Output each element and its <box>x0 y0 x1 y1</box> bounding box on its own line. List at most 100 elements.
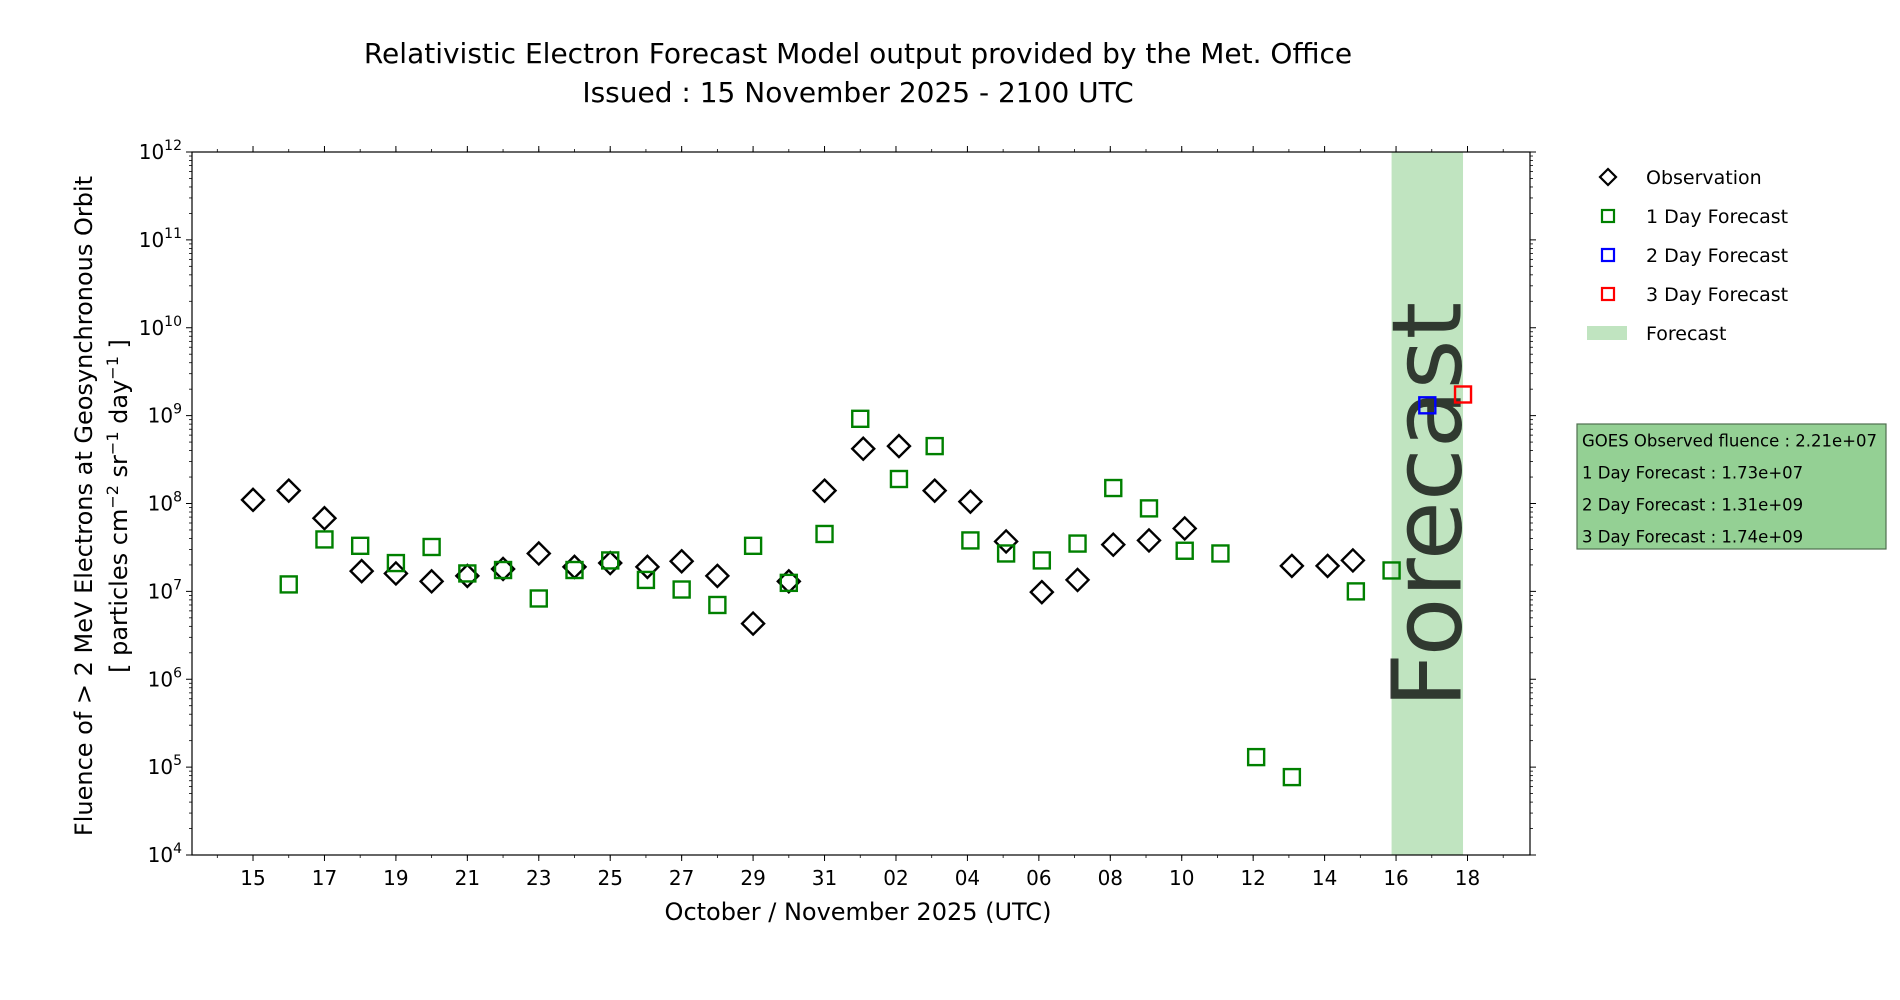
legend-swatch-observation <box>1598 167 1618 187</box>
1-day-forecast-point <box>315 530 334 549</box>
legend-label-2-day-forecast: 2 Day Forecast <box>1646 245 1788 267</box>
legend-swatch-2-day-forecast <box>1600 247 1616 263</box>
x-tick-label: 15 <box>240 866 265 890</box>
legend-label-3-day-forecast: 3 Day Forecast <box>1646 284 1788 306</box>
y-tick-label: 105 <box>148 753 182 779</box>
forecast-band-label: Forecast <box>1371 302 1483 708</box>
1-day-forecast-point <box>1068 534 1087 553</box>
observation-point <box>1340 547 1366 574</box>
observation-point <box>526 540 552 567</box>
y-axis-label-line2: [ particles cm−2 sr−1 day−1 ] <box>103 339 133 673</box>
x-tick-label: 27 <box>669 866 694 890</box>
1-day-forecast-point <box>925 436 944 456</box>
legend-swatch-forecast <box>1587 326 1627 340</box>
x-tick-label: 10 <box>1169 866 1194 890</box>
1-day-forecast-point <box>1175 541 1194 560</box>
y-tick-label: 104 <box>148 841 182 867</box>
y-tick-label: 106 <box>148 665 182 691</box>
1-day-forecast-point <box>779 573 799 593</box>
observation-point <box>993 528 1019 555</box>
x-tick-label: 31 <box>812 866 837 890</box>
y-tick-label: 1011 <box>139 226 182 252</box>
1-day-forecast-point <box>1246 747 1266 767</box>
1-day-forecast-point <box>279 575 298 594</box>
data-points <box>240 385 1473 787</box>
1-day-forecast-point <box>851 409 870 429</box>
observation-point <box>1136 527 1162 554</box>
1-day-forecast-point <box>1346 582 1366 601</box>
1-day-forecast-point <box>601 551 620 570</box>
chart-title: Relativistic Electron Forecast Model out… <box>364 37 1352 109</box>
observation-point <box>276 477 302 504</box>
y-tick-label: 108 <box>148 490 182 516</box>
observation-point <box>668 548 695 574</box>
x-axis: 15 17 19 21 23 25 27 29 31 02 04 06 08 10 12 14 16 18 <box>216 146 1504 890</box>
1-day-forecast-point <box>815 524 834 544</box>
observation-point <box>1279 553 1305 579</box>
y-axis: 104 105 106 107 108 109 1010 1011 1012 <box>139 138 1536 867</box>
y-tick-label: 1010 <box>139 314 182 340</box>
1-day-forecast-point <box>1382 561 1401 580</box>
chart-title-line: Relativistic Electron Forecast Model out… <box>364 37 1352 70</box>
info-box-background <box>1576 423 1887 550</box>
observation-point <box>850 436 876 462</box>
observation-point <box>240 487 266 513</box>
y-axis-label: Fluence of > 2 MeV Electrons at Geosynch… <box>70 176 133 836</box>
x-tick-label: 08 <box>1098 866 1123 890</box>
1-day-forecast-point <box>1104 478 1123 498</box>
1-day-forecast-point <box>636 570 656 590</box>
1-day-forecast-point <box>422 537 441 557</box>
1-day-forecast-point <box>708 595 727 615</box>
y-tick-label: 107 <box>148 577 182 603</box>
1-day-forecast-point <box>386 553 406 573</box>
y-tick-label: 109 <box>148 402 182 428</box>
observation-point <box>348 558 375 584</box>
1-day-forecast-point <box>1032 551 1052 570</box>
x-tick-label: 02 <box>883 866 908 890</box>
x-tick-label: 21 <box>455 866 480 890</box>
observation-point <box>740 610 766 637</box>
1-day-forecast-point <box>889 469 909 489</box>
observation-point <box>1172 515 1198 542</box>
1-day-forecast-point <box>1282 767 1302 787</box>
3-day-forecast-point <box>1453 385 1473 404</box>
1-day-forecast-point <box>743 536 763 556</box>
x-tick-label: 06 <box>1026 866 1051 890</box>
1-day-forecast-point <box>350 536 370 556</box>
chart-subtitle-line: Issued : 15 November 2025 - 2100 UTC <box>582 76 1133 109</box>
observation-point <box>886 433 912 459</box>
x-tick-label: 16 <box>1383 866 1408 890</box>
plot-area <box>191 151 1531 856</box>
observation-point <box>1064 567 1091 593</box>
1-day-forecast-point <box>565 560 584 580</box>
observation-point <box>921 477 948 504</box>
1-day-forecast-point <box>961 531 980 550</box>
observation-point <box>634 554 661 580</box>
x-tick-label: 17 <box>312 866 337 890</box>
observation-point <box>1314 553 1341 579</box>
1-day-forecast-point <box>672 580 691 599</box>
info-box: GOES Observed fluence : 2.21e+07 1 Day F… <box>1576 423 1887 550</box>
info-1-day: 1 Day Forecast : 1.73e+07 <box>1582 464 1803 483</box>
x-tick-label: 14 <box>1312 866 1337 890</box>
observation-point <box>1100 531 1126 558</box>
x-tick-label: 25 <box>597 866 622 890</box>
x-tick-label: 18 <box>1455 866 1480 890</box>
forecast-band <box>1391 152 1464 855</box>
x-tick-label: 23 <box>526 866 551 890</box>
observation-point <box>704 563 731 589</box>
2-day-forecast-point <box>1418 396 1437 415</box>
1-day-forecast-point <box>1139 499 1159 518</box>
observation-point <box>418 568 445 595</box>
legend-label-observation: Observation <box>1646 167 1762 189</box>
1-day-forecast-point <box>1211 544 1230 563</box>
y-tick-label: 1012 <box>139 138 182 164</box>
x-tick-label: 12 <box>1240 866 1265 890</box>
legend-label-1-day-forecast: 1 Day Forecast <box>1646 206 1788 228</box>
observation-point <box>311 505 338 531</box>
observation-point <box>1029 579 1055 605</box>
info-2-day: 2 Day Forecast : 1.31e+09 <box>1582 496 1803 515</box>
1-day-forecast-point <box>493 560 513 580</box>
x-axis-label: October / November 2025 (UTC) <box>665 898 1052 926</box>
